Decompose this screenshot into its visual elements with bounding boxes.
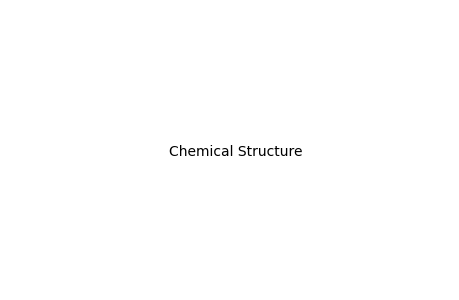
Text: Chemical Structure: Chemical Structure [168, 145, 302, 158]
